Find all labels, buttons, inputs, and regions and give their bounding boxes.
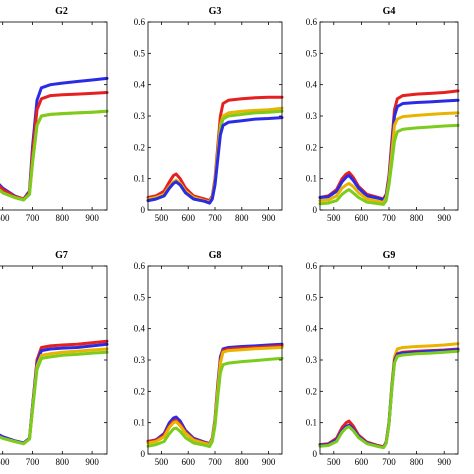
g3-ytick-label: 0.2: [134, 142, 145, 152]
g4-series-4: [318, 123, 460, 206]
g3-xtick-label: 600: [181, 213, 195, 223]
g4-ytick-label: 0.4: [306, 80, 318, 90]
g3-ytick-label: 0.4: [134, 80, 146, 90]
g4-ytick-label: 0.6: [306, 17, 318, 27]
panel-g2: 600 700 800 900 G2: [0, 6, 109, 223]
g2-title: G2: [55, 6, 68, 17]
g2-plot-frame: [0, 21, 108, 211]
panel-g3: 0 0.1 0.2 0.3 0.4 0.5 0.6 500 600 700 800 900 G3: [134, 6, 284, 223]
panel-g7: 600 700 800 900 G7: [0, 250, 109, 467]
g8-xtick-label: 800: [235, 457, 249, 467]
g2-xtick-label: 700: [26, 213, 40, 223]
g4-title: G4: [383, 6, 396, 17]
g4-ytick-label: 0.3: [306, 111, 318, 121]
g4-xtick-label: 600: [355, 213, 369, 223]
g2-xtick-label: 800: [56, 213, 70, 223]
g4-xtick-label: 500: [327, 213, 341, 223]
g3-ytick-label: 0.1: [134, 174, 145, 184]
g2-xtick-label: 900: [85, 213, 99, 223]
g2-series-3: [0, 109, 109, 202]
g8-xtick-label: 700: [208, 457, 222, 467]
g7-plot-frame: [0, 265, 108, 455]
g7-title: G7: [55, 250, 68, 261]
g8-ytick-label: 0.1: [134, 418, 145, 428]
g3-xtick-label: 700: [208, 213, 222, 223]
g7-series-4: [0, 350, 109, 446]
g8-xtick-label: 600: [181, 457, 195, 467]
g4-ytick-label: 0.2: [306, 142, 317, 152]
g9-ytick-label: 0.4: [306, 324, 318, 334]
g9-ytick-label: 0.3: [306, 355, 318, 365]
panel-g8: 0 0.1 0.2 0.3 0.4 0.5 0.6 500 600 700 800 900 G8: [134, 250, 284, 467]
g3-xtick-label: 800: [235, 213, 249, 223]
g3-series-4: [146, 116, 284, 205]
g9-xtick-label: 500: [327, 457, 341, 467]
g9-xtick-label: 900: [437, 457, 451, 467]
g9-xtick-label: 600: [355, 457, 369, 467]
g8-title: G8: [209, 250, 222, 261]
g3-ytick-label: 0.5: [134, 48, 146, 58]
g8-ytick-label: 0.2: [134, 386, 145, 396]
g7-xtick-label: 800: [56, 457, 70, 467]
g9-xtick-label: 700: [382, 457, 396, 467]
g4-xtick-label: 700: [382, 213, 396, 223]
g4-xtick-label: 800: [410, 213, 424, 223]
g9-ytick-label: 0.2: [306, 386, 317, 396]
g9-series-4: [318, 349, 460, 450]
g7-xtick-label: 600: [0, 457, 10, 467]
g4-ytick-label: 0: [313, 205, 318, 215]
panel-g9: 0 0.1 0.2 0.3 0.4 0.5 0.6 500 600 700 800 900 G9: [306, 250, 460, 467]
g3-ytick-label: 0: [141, 205, 146, 215]
g2-series-2: [0, 91, 109, 201]
g9-ytick-label: 0.1: [306, 418, 317, 428]
g9-ytick-label: 0: [313, 449, 318, 459]
g7-series-3: [0, 347, 109, 446]
g7-series-2: [0, 342, 109, 445]
g8-ytick-label: 0.6: [134, 261, 146, 271]
g8-ytick-label: 0.5: [134, 292, 146, 302]
g8-ytick-label: 0.4: [134, 324, 146, 334]
g3-title: G3: [209, 6, 222, 17]
g4-ytick-label: 0.1: [306, 174, 317, 184]
g8-series-4: [146, 356, 284, 448]
g7-xtick-label: 700: [26, 457, 40, 467]
g9-ytick-label: 0.6: [306, 261, 318, 271]
g9-ytick-label: 0.5: [306, 292, 318, 302]
panel-g4: 0 0.1 0.2 0.3 0.4 0.5 0.6 500 600 700 800 900 G4: [306, 6, 460, 223]
g3-ytick-label: 0.6: [134, 17, 146, 27]
g7-xtick-label: 900: [85, 457, 99, 467]
g8-ytick-label: 0.3: [134, 355, 146, 365]
g3-xtick-label: 900: [262, 213, 276, 223]
g4-xtick-label: 900: [437, 213, 451, 223]
g9-xtick-label: 800: [410, 457, 424, 467]
g9-title: G9: [383, 250, 396, 261]
g2-series-4: [0, 109, 109, 202]
g8-xtick-label: 500: [155, 457, 169, 467]
g2-xtick-label: 600: [0, 213, 10, 223]
g4-ytick-label: 0.5: [306, 48, 318, 58]
g3-xtick-label: 500: [155, 213, 169, 223]
g8-xtick-label: 900: [262, 457, 276, 467]
g8-ytick-label: 0: [141, 449, 146, 459]
g3-ytick-label: 0.3: [134, 111, 146, 121]
